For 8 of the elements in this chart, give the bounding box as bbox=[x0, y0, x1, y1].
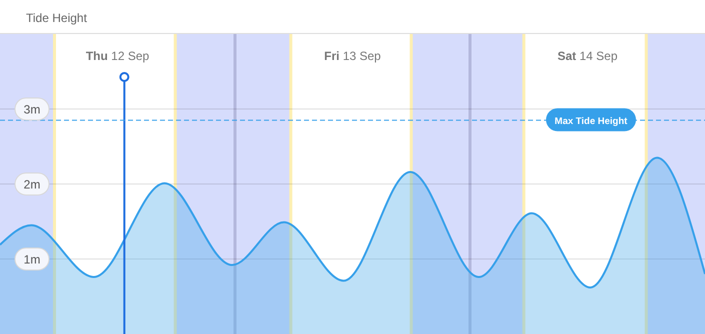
x-tick-label: Thu 12 Sep bbox=[86, 49, 150, 63]
y-tick-label: 3m bbox=[24, 102, 40, 116]
x-tick-label: Sat 14 Sep bbox=[557, 49, 618, 63]
chart-title: Tide Height bbox=[26, 11, 88, 25]
y-tick-label: 1m bbox=[24, 252, 40, 266]
y-tick-label: 2m bbox=[24, 178, 40, 192]
x-tick-label: Fri 13 Sep bbox=[324, 49, 382, 63]
ref-line-label: Max Tide Height bbox=[554, 116, 628, 127]
